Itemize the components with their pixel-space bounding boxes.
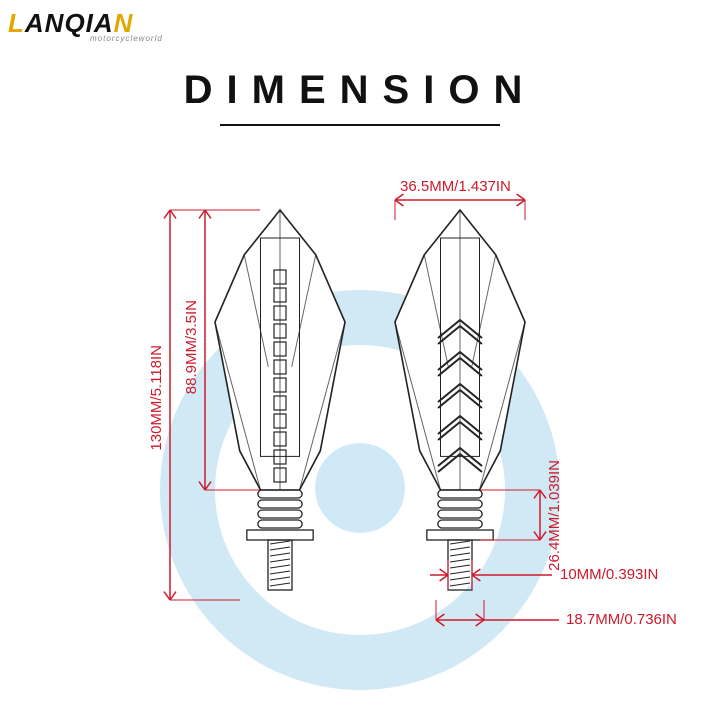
dim-label-total-height: 130MM/5.118IN	[148, 345, 165, 451]
brand-subtitle: motorcycleworld	[90, 34, 163, 43]
dimension-diagram	[0, 170, 720, 710]
title-rule	[220, 124, 500, 126]
dim-label-body-height: 88.9MM/3.5IN	[183, 300, 200, 394]
dim-label-neck-height: 26.4MM/1.039IN	[546, 460, 563, 571]
dim-label-base-width: 18.7MM/0.736IN	[566, 611, 677, 628]
page-title: DIMENSION	[184, 70, 537, 110]
dim-label-thread-dia: 10MM/0.393IN	[560, 566, 658, 583]
logo-accent-1: L	[8, 8, 25, 38]
dim-label-width: 36.5MM/1.437IN	[400, 178, 511, 195]
diagram-area	[0, 170, 720, 710]
